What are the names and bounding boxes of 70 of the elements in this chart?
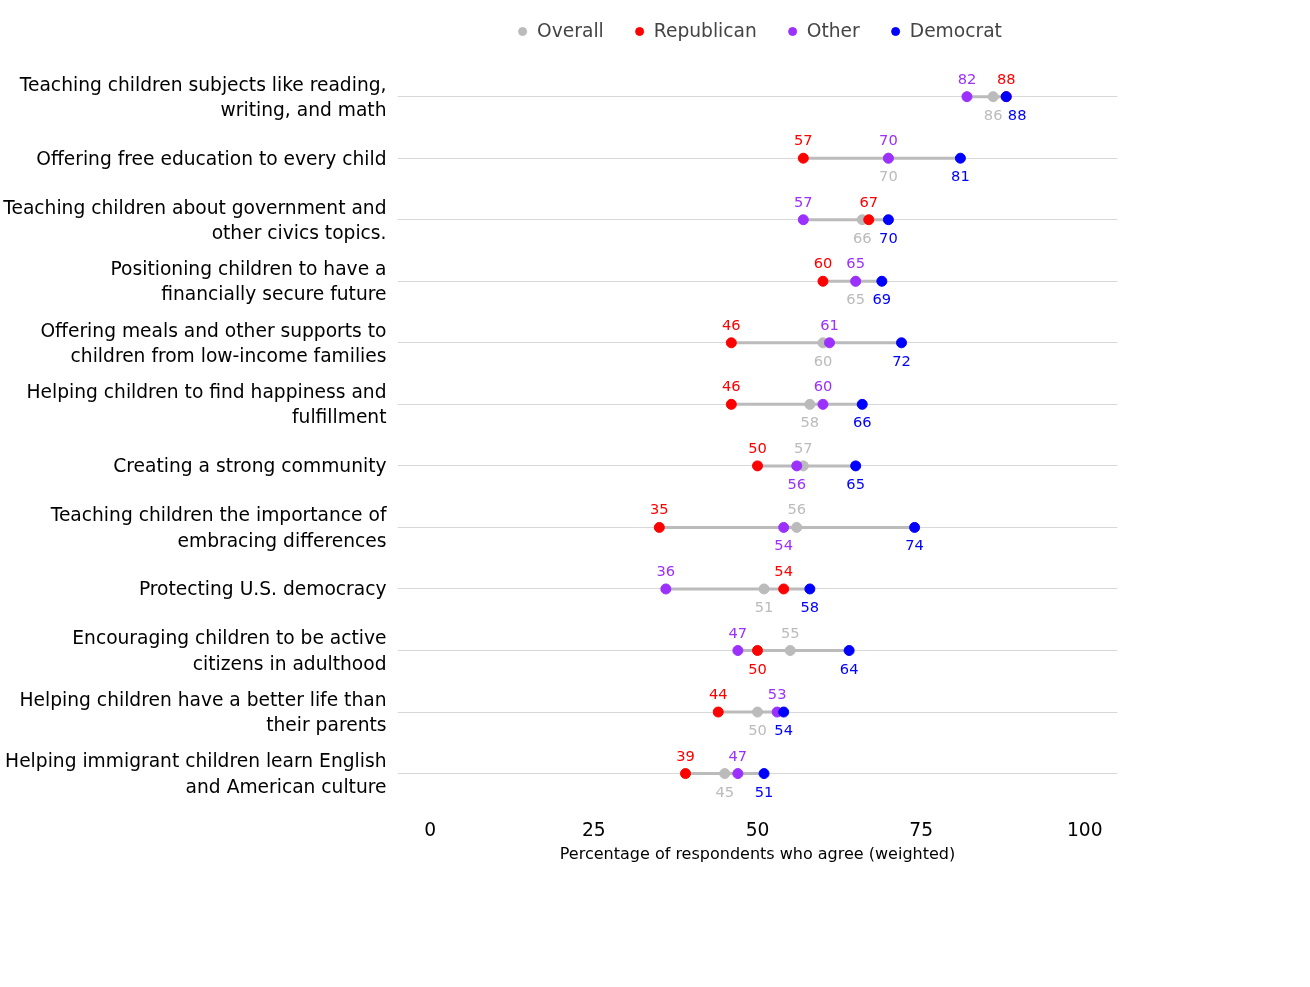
data-label: 47 [728,623,748,641]
data-label: 57 [793,192,813,210]
data-label: 36 [656,561,676,579]
data-label: 65 [846,254,866,272]
x-tick-label: 100 [1066,818,1103,840]
data-label: 45 [715,782,735,800]
data-label: 58 [800,597,820,615]
data-label: 53 [767,685,787,703]
data-label: 61 [820,315,839,333]
y-tick-label: Helping immigrant children learn English and American culture [5,750,387,797]
y-tick-label: Helping children have a better life than their parents [19,688,387,736]
data-label: 44 [708,685,728,703]
data-label: 82 [957,69,977,87]
y-tick-label: Positioning children to have a financially secure future [110,258,387,305]
data-label: 56 [787,474,807,492]
x-tick-label: 0 [424,818,437,840]
data-label: 65 [846,474,866,492]
data-label: 60 [813,351,833,369]
data-label: 57 [793,438,813,456]
data-label: 66 [852,228,872,246]
data-label: 58 [800,413,820,431]
legend-label: Overall [537,20,604,41]
x-tick-label: 75 [909,818,934,840]
data-label: 46 [721,377,741,395]
y-tick-label: Offering meals and other supports to children from low-income families [40,319,387,366]
legend-label: Other [806,20,860,41]
data-label: 64 [839,659,859,677]
legend-label: Democrat [909,20,1002,41]
data-label: 54 [774,561,794,579]
data-label: 51 [754,782,774,800]
y-tick-label: Teaching children subjects like reading, writing, and math [18,73,387,120]
legend-label: Republican [653,20,757,41]
data-label: 39 [676,746,695,764]
data-label: 88 [996,69,1016,87]
data-label: 54 [774,721,794,739]
data-label: 86 [983,105,1003,123]
x-tick-label: 25 [581,818,606,840]
data-label: 70 [879,167,898,185]
x-axis-title: Percentage of respondents who agree (weighted) [559,843,956,863]
data-label: 35 [649,500,669,518]
data-label: 72 [892,351,911,369]
data-label: 65 [846,290,866,308]
data-label: 67 [859,192,879,210]
data-label: 56 [787,500,807,518]
data-label: 46 [721,315,741,333]
y-tick-label: Teaching children about government and other civics topics. [2,196,387,243]
y-tick-label: Creating a strong community [113,455,387,477]
data-label: 74 [905,536,924,554]
data-label: 60 [813,377,833,395]
data-label: 55 [780,623,800,641]
data-label: 66 [852,413,872,431]
y-tick-label: Offering free education to every child [36,147,387,169]
y-tick-label: Encouraging children to be active citizens in adulthood [72,627,387,674]
data-label: 57 [793,131,813,149]
y-tick-label: Helping children to find happiness and fulfillment [26,381,387,428]
data-label: 50 [748,438,767,456]
y-tick-label: Teaching children the importance of embracing differences [49,504,387,551]
data-label: 50 [748,721,767,739]
data-label: 47 [728,746,748,764]
data-label: 51 [754,597,774,615]
x-tick-label: 50 [745,818,770,840]
data-label: 88 [1007,105,1027,123]
y-tick-label: Protecting U.S. democracy [138,578,387,600]
data-label: 60 [813,254,833,272]
data-label: 81 [951,167,970,185]
data-label: 50 [748,659,767,677]
data-label: 69 [872,290,892,308]
data-label: 70 [879,131,898,149]
data-label: 54 [774,536,794,554]
data-label: 70 [879,228,898,246]
